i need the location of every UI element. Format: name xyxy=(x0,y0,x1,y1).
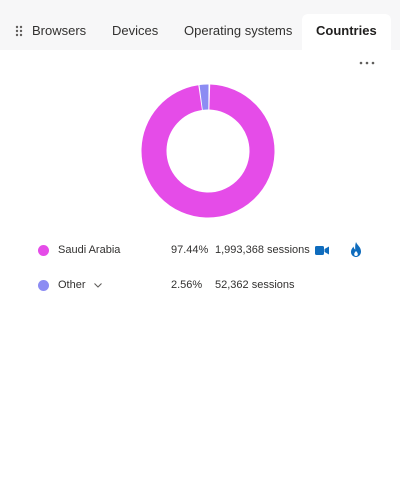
tab-operating-systems[interactable]: Operating systems xyxy=(184,23,293,38)
legend-color-dot xyxy=(38,245,49,256)
donut-segment-saudi-arabia[interactable] xyxy=(141,84,275,218)
drag-handle-icon[interactable] xyxy=(15,25,23,37)
tab-browsers[interactable]: Browsers xyxy=(32,23,87,38)
legend-sessions: 1,993,368 sessions xyxy=(215,244,310,256)
legend-percent: 97.44% xyxy=(171,244,209,256)
tab-bar: Browsers Devices Operating systems Count… xyxy=(0,0,400,50)
video-icon[interactable] xyxy=(315,245,329,256)
legend-row-other[interactable]: Other 2.56% 52,362 sessions xyxy=(38,276,378,296)
legend-row-saudi-arabia[interactable]: Saudi Arabia 97.44% 1,993,368 sessions xyxy=(38,241,378,261)
tab-devices[interactable]: Devices xyxy=(112,23,159,38)
chevron-down-icon[interactable] xyxy=(93,280,103,290)
donut-segment-other[interactable] xyxy=(141,84,275,218)
legend-country-name: Other xyxy=(58,279,86,291)
fire-icon[interactable] xyxy=(350,242,362,257)
legend-sessions: 52,362 sessions xyxy=(215,279,295,291)
sessions-donut-chart xyxy=(141,84,275,218)
legend-percent: 2.56% xyxy=(171,279,203,291)
more-options-icon[interactable] xyxy=(358,58,376,68)
legend-country-name: Saudi Arabia xyxy=(58,244,121,256)
tab-countries[interactable]: Countries xyxy=(302,14,391,50)
legend-color-dot xyxy=(38,280,49,291)
